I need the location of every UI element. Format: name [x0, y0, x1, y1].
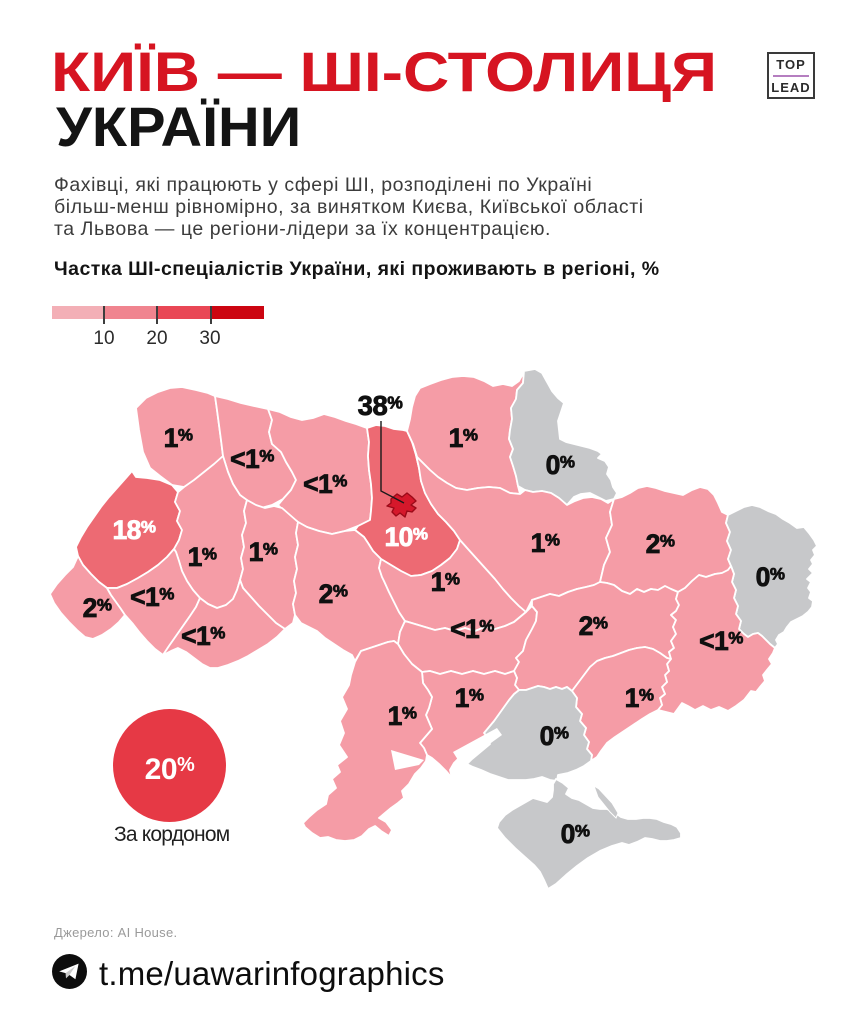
- svg-text:<1%: <1%: [130, 582, 174, 612]
- svg-text:0%: 0%: [540, 721, 569, 751]
- svg-text:2%: 2%: [579, 611, 608, 641]
- svg-text:38%: 38%: [358, 390, 404, 421]
- svg-text:1%: 1%: [449, 423, 478, 453]
- svg-text:1%: 1%: [188, 542, 217, 572]
- svg-text:<1%: <1%: [699, 626, 743, 656]
- svg-text:18%: 18%: [112, 515, 155, 545]
- svg-text:0%: 0%: [561, 819, 590, 849]
- svg-text:<1%: <1%: [181, 621, 225, 651]
